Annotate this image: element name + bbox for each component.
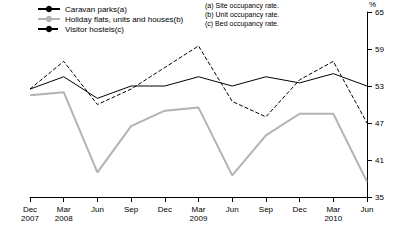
svg-text:59: 59: [375, 45, 384, 54]
svg-text:53: 53: [375, 82, 384, 91]
svg-text:35: 35: [375, 193, 384, 202]
svg-text:Visitor hostels(c): Visitor hostels(c): [65, 25, 124, 34]
svg-text:Mar: Mar: [326, 205, 340, 214]
svg-text:Jun: Jun: [91, 205, 104, 214]
svg-text:2010: 2010: [324, 214, 342, 223]
svg-text:Sep: Sep: [259, 205, 274, 214]
svg-text:Mar: Mar: [57, 205, 71, 214]
svg-text:47: 47: [375, 119, 384, 128]
svg-text:(b) Unit occupancy rate.: (b) Unit occupancy rate.: [205, 11, 279, 19]
svg-text:Jun: Jun: [226, 205, 239, 214]
svg-text:Mar: Mar: [192, 205, 206, 214]
svg-text:(c) Bed occupancy rate.: (c) Bed occupancy rate.: [205, 20, 279, 28]
svg-text:(a) Site occupancy rate.: (a) Site occupancy rate.: [205, 2, 279, 10]
svg-text:Jun: Jun: [361, 205, 374, 214]
svg-text:Sep: Sep: [124, 205, 139, 214]
svg-text:2007: 2007: [21, 214, 39, 223]
svg-text:2008: 2008: [55, 214, 73, 223]
svg-text:41: 41: [375, 156, 384, 165]
svg-text:Holiday flats, units and house: Holiday flats, units and houses(b): [65, 15, 184, 24]
svg-text:65: 65: [375, 8, 384, 17]
svg-text:Dec: Dec: [23, 205, 37, 214]
svg-text:Dec: Dec: [158, 205, 172, 214]
svg-text:2009: 2009: [190, 214, 208, 223]
svg-text:Caravan parks(a): Caravan parks(a): [65, 5, 127, 14]
svg-text:Dec: Dec: [292, 205, 306, 214]
